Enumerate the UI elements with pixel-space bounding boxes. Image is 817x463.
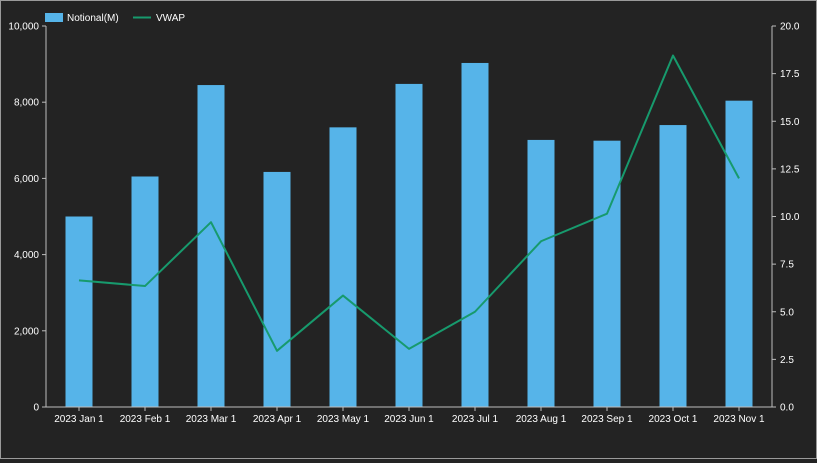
y-right-tick-label: 7.5 — [780, 260, 794, 271]
y-right-tick-label: 15.0 — [780, 117, 800, 128]
bar — [462, 63, 489, 407]
bar — [66, 217, 93, 408]
x-tick-label: 2023 Oct 1 — [649, 414, 698, 425]
y-right-tick-label: 12.5 — [780, 164, 800, 175]
y-axis-left: 0 2,000 4,000 6,000 8,000 10,000 — [8, 22, 46, 414]
y-left-tick-label: 0 — [33, 403, 39, 414]
y-right-tick-label: 20.0 — [780, 22, 800, 33]
y-left-tick-label: 10,000 — [8, 22, 39, 33]
bar — [594, 141, 621, 407]
x-tick-label: 2023 Apr 1 — [253, 414, 302, 425]
x-tick-label: 2023 Jun 1 — [384, 414, 434, 425]
legend-swatch-notional — [45, 13, 63, 22]
bar-series — [66, 63, 753, 407]
x-tick-label: 2023 May 1 — [317, 414, 370, 425]
y-right-tick-label: 17.5 — [780, 69, 800, 80]
y-left-tick-label: 2,000 — [14, 326, 39, 337]
bar — [528, 140, 555, 407]
bar — [132, 176, 159, 407]
bar — [330, 127, 357, 407]
bar — [726, 101, 753, 407]
y-left-tick-label: 4,000 — [14, 250, 39, 261]
y-right-tick-label: 0.0 — [780, 403, 794, 414]
y-left-tick-label: 6,000 — [14, 174, 39, 185]
y-right-tick-label: 2.5 — [780, 355, 794, 366]
bar — [198, 85, 225, 407]
legend: Notional(M) VWAP — [45, 13, 185, 24]
legend-label-notional: Notional(M) — [67, 13, 119, 24]
x-tick-label: 2023 Aug 1 — [516, 414, 567, 425]
x-tick-label: 2023 Feb 1 — [120, 414, 171, 425]
y-left-tick-label: 8,000 — [14, 98, 39, 109]
x-tick-label: 2023 Jul 1 — [452, 414, 499, 425]
x-tick-label: 2023 Sep 1 — [581, 414, 633, 425]
legend-label-vwap: VWAP — [156, 13, 185, 24]
bar — [264, 172, 291, 407]
y-right-tick-label: 10.0 — [780, 212, 800, 223]
x-tick-label: 2023 Nov 1 — [713, 414, 765, 425]
y-right-tick-label: 5.0 — [780, 307, 794, 318]
x-axis: 2023 Jan 1 2023 Feb 1 2023 Mar 1 2023 Apr 1… — [46, 407, 772, 425]
bar — [660, 125, 687, 407]
x-tick-label: 2023 Mar 1 — [186, 414, 237, 425]
x-tick-label: 2023 Jan 1 — [54, 414, 104, 425]
y-axis-right: 0.0 2.5 5.0 7.5 10.0 12.5 15.0 17.5 20.0 — [772, 22, 800, 414]
bar — [396, 84, 423, 407]
